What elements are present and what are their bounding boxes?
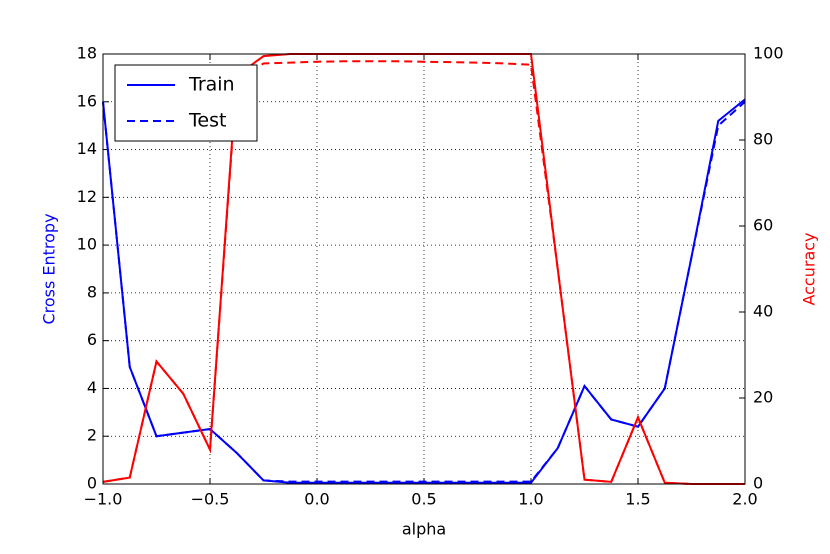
- y2-tick-label: 20: [753, 388, 773, 407]
- y-tick-label: 8: [87, 282, 97, 301]
- y-tick-label: 14: [77, 139, 97, 158]
- x-tick-label: −1.0: [84, 490, 123, 509]
- x-tick-label: 1.5: [625, 490, 650, 509]
- y-tick-label: 2: [87, 426, 97, 445]
- y-tick-label: 18: [77, 44, 97, 63]
- y-tick-label: 6: [87, 330, 97, 349]
- y2-tick-label: 60: [753, 216, 773, 235]
- y-tick-label: 16: [77, 91, 97, 110]
- y-tick-label: 4: [87, 378, 97, 397]
- y2-tick-label: 40: [753, 302, 773, 321]
- y-tick-label: 10: [77, 235, 97, 254]
- series-line: [102, 60, 745, 485]
- x-axis-label: alpha: [402, 520, 446, 539]
- x-tick-label: 0.5: [411, 490, 436, 509]
- y2-tick-label: 100: [753, 44, 784, 63]
- legend-box: [114, 64, 258, 142]
- series-line: [102, 101, 746, 483]
- x-tick-label: −0.5: [191, 490, 230, 509]
- y2-axis-label: Accuracy: [800, 232, 819, 305]
- y-tick-label: 12: [77, 187, 97, 206]
- legend-label: Test: [188, 110, 226, 132]
- x-tick-label: 0.0: [304, 490, 329, 509]
- plot-frame: [102, 53, 746, 485]
- legend-label: Train: [188, 74, 235, 96]
- y-axis-label: Cross Entropy: [40, 213, 59, 324]
- y-tick-label: 0: [87, 474, 97, 493]
- y2-tick-label: 80: [753, 130, 773, 149]
- y2-tick-label: 0: [753, 474, 763, 493]
- x-tick-label: 1.0: [518, 490, 543, 509]
- x-tick-label: 2.0: [732, 490, 757, 509]
